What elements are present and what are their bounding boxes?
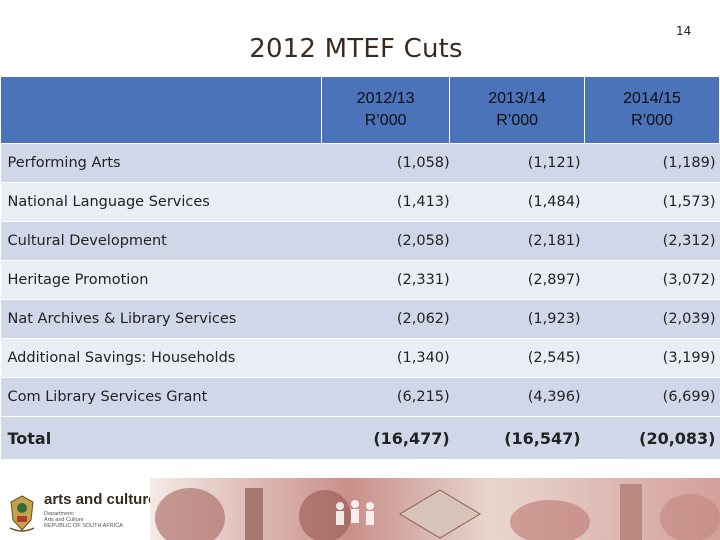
table-row: Cultural Development (2,058) (2,181) (2,… [0, 221, 720, 261]
cell-value: (2,312) [584, 221, 720, 261]
total-label: Total [0, 416, 322, 459]
brand-name: arts and culture [44, 491, 157, 508]
column-unit: R’000 [364, 112, 407, 129]
table-row: Com Library Services Grant (6,215) (4,39… [0, 377, 720, 417]
cell-value: (2,545) [449, 338, 585, 378]
table-row: Performing Arts (1,058) (1,121) (1,189) [0, 143, 720, 183]
cell-value: (1,573) [584, 182, 720, 222]
cell-value: (2,062) [321, 299, 450, 339]
cell-value: (2,058) [321, 221, 450, 261]
column-header-2013-14: 2013/14 R’000 [449, 76, 586, 144]
brand-subtitle: Department: Arts and Culture REPUBLIC OF… [44, 511, 154, 529]
table-row: Nat Archives & Library Services (2,062) … [0, 299, 720, 339]
total-value: (20,083) [584, 416, 720, 459]
brand-sub-line: Department: [44, 511, 75, 517]
footer-banner: arts and culture Department: Arts and Cu… [0, 478, 720, 540]
column-year: 2012/13 [356, 90, 415, 107]
cell-value: (1,923) [449, 299, 585, 339]
column-year: 2013/14 [488, 90, 547, 107]
cell-value: (2,897) [449, 260, 585, 300]
column-year: 2014/15 [623, 90, 681, 107]
cell-value: (1,121) [449, 143, 585, 183]
cell-value: (1,189) [584, 143, 720, 183]
cell-value: (1,340) [321, 338, 450, 378]
cell-value: (2,039) [584, 299, 720, 339]
table-row: Heritage Promotion (2,331) (2,897) (3,07… [0, 260, 720, 300]
page-number: 14 [676, 24, 692, 38]
row-label: Performing Arts [0, 143, 322, 183]
cell-value: (6,215) [321, 377, 450, 417]
total-row: Total (16,477) (16,547) (20,083) [0, 416, 720, 459]
row-label: Com Library Services Grant [0, 377, 322, 417]
row-label: Cultural Development [0, 221, 322, 261]
row-label: Additional Savings: Households [0, 338, 322, 378]
column-header-2014-15: 2014/15 R’000 [584, 76, 720, 144]
cell-value: (6,699) [584, 377, 720, 417]
slide-title: 2012 MTEF Cuts [249, 34, 463, 64]
row-label: Nat Archives & Library Services [0, 299, 322, 339]
row-label: Heritage Promotion [0, 260, 322, 300]
cell-value: (3,199) [584, 338, 720, 378]
brand-sub-line: Arts and Culture [44, 517, 84, 523]
table-row: National Language Services (1,413) (1,48… [0, 182, 720, 222]
cell-value: (2,331) [321, 260, 450, 300]
culture-photo-collage [150, 478, 720, 540]
cell-value: (2,181) [449, 221, 585, 261]
cell-value: (1,484) [449, 182, 585, 222]
table-row: Additional Savings: Households (1,340) (… [0, 338, 720, 378]
total-value: (16,477) [321, 416, 450, 459]
row-label: National Language Services [0, 182, 322, 222]
table-header-row: 2012/13 R’000 2013/14 R’000 2014/15 R’00… [0, 76, 720, 144]
cell-value: (4,396) [449, 377, 585, 417]
cell-value: (3,072) [584, 260, 720, 300]
cell-value: (1,413) [321, 182, 450, 222]
mtef-cuts-table: 2012/13 R’000 2013/14 R’000 2014/15 R’00… [0, 76, 720, 459]
column-header-2012-13: 2012/13 R’000 [320, 76, 451, 144]
header-corner [0, 76, 322, 144]
cell-value: (1,058) [321, 143, 450, 183]
column-unit: R’000 [496, 112, 539, 129]
brand-sub-line: REPUBLIC OF SOUTH AFRICA [44, 523, 123, 529]
total-value: (16,547) [449, 416, 585, 459]
coat-of-arms-icon [9, 495, 35, 532]
column-unit: R’000 [631, 112, 673, 129]
